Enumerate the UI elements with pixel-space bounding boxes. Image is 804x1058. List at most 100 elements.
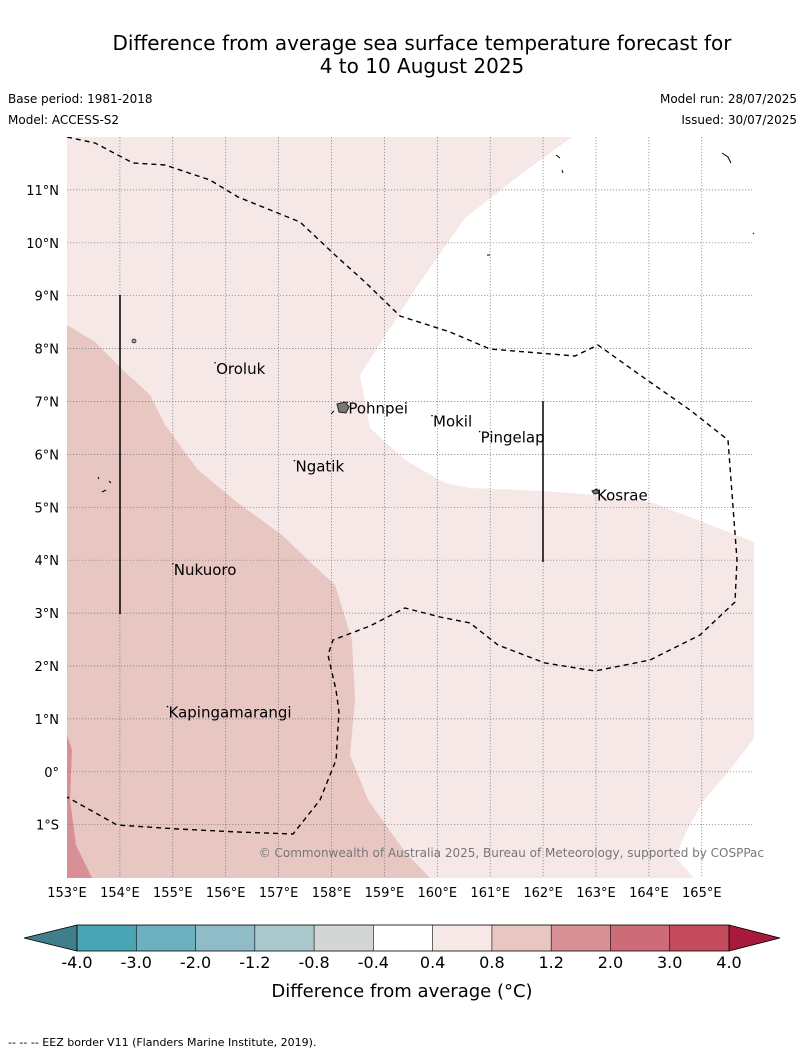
colorbar-swatch	[195, 925, 255, 951]
longitude-tick-label: 165°E	[682, 886, 722, 901]
place-label-kosrae: Kosrae	[597, 487, 648, 505]
map-title: Difference from average sea surface temp…	[40, 32, 804, 78]
longitude-tick-label: 160°E	[418, 886, 458, 901]
eez-footnote: -- -- -- EEZ border V11 (Flanders Marine…	[8, 1036, 317, 1049]
title-line-2: 4 to 10 August 2025	[319, 54, 525, 78]
colorbar-swatch	[77, 925, 137, 951]
colorbar-swatch	[669, 925, 729, 951]
atoll-mark	[721, 152, 732, 164]
latitude-tick-label: 4°N	[35, 554, 60, 569]
latitude-tick-label: 5°N	[35, 501, 60, 516]
place-label-pohnpei: Pohnpei	[348, 399, 408, 417]
colorbar-tick-label: 0.8	[479, 953, 504, 972]
place-marker	[214, 361, 216, 364]
colorbar-extend-low	[23, 924, 78, 952]
pohnpei-island	[336, 401, 350, 414]
atoll-mark	[330, 410, 335, 415]
latitude-tick-label: 0°	[44, 766, 59, 781]
place-label-nukuoro: Nukuoro	[174, 561, 237, 579]
longitude-tick-label: 162°E	[523, 886, 563, 901]
colorbar-tick-label: 0.4	[420, 953, 445, 972]
colorbar-tick-label: 4.0	[716, 953, 741, 972]
colorbar-frame	[76, 924, 730, 952]
place-marker	[346, 401, 349, 404]
colorbar-tick-label: -0.8	[298, 953, 329, 972]
issued-date: Issued: 30/07/2025	[681, 113, 797, 127]
anomaly-band-near-zero-north	[360, 137, 754, 542]
colorbar-swatch	[610, 925, 670, 951]
copyright-notice: © Commonwealth of Australia 2025, Bureau…	[259, 846, 764, 860]
atoll-mark	[101, 489, 107, 493]
colorbar-label: Difference from average (°C)	[271, 981, 532, 1002]
latitude-tick-label: 7°N	[35, 396, 60, 411]
base-period: Base period: 1981-2018	[8, 92, 153, 106]
place-marker	[431, 414, 433, 417]
graticule	[67, 137, 754, 878]
anomaly-band-1.2-2.0	[67, 735, 92, 878]
place-labels: Oroluk Pohnpei Mokil Pingelap Ngatik Kosrae Nu…	[166, 360, 648, 722]
atoll-mark	[752, 232, 755, 235]
latitude-tick-label: 11°N	[26, 184, 59, 199]
longitude-tick-label: 159°E	[365, 886, 405, 901]
longitude-tick-label: 158°E	[312, 886, 352, 901]
longitude-tick-label: 163°E	[576, 886, 616, 901]
colorbar-swatch	[136, 925, 196, 951]
colorbar-tick-label: -1.2	[239, 953, 270, 972]
eez-border	[67, 137, 738, 835]
latitude-tick-label: 9°N	[35, 290, 60, 305]
title-line-1: Difference from average sea surface temp…	[112, 31, 732, 55]
atoll-mark	[561, 169, 564, 174]
anomaly-band-near-zero-south	[675, 738, 754, 878]
atoll-mark	[108, 480, 112, 484]
place-label-pingelap: Pingelap	[481, 429, 545, 447]
place-marker	[478, 430, 481, 433]
place-marker	[166, 705, 169, 708]
longitude-tick-label: 153°E	[47, 886, 87, 901]
anomaly-field	[67, 137, 754, 878]
latitude-tick-label: 1°N	[35, 713, 60, 728]
place-label-kapingamarangi: Kapingamarangi	[169, 704, 292, 722]
latitude-labels: 11°N 10°N 9°N 8°N 7°N 6°N 5°N 4°N 3°N 2°N 1°N 0° 1°S	[26, 184, 59, 834]
colorbar-tick-label: 3.0	[657, 953, 682, 972]
latitude-tick-label: 3°N	[35, 607, 60, 622]
colorbar-swatch	[551, 925, 611, 951]
place-marker	[293, 459, 296, 462]
atoll-mark	[555, 154, 561, 159]
colorbar-swatch	[314, 925, 374, 951]
longitude-labels: 153°E 154°E 155°E 156°E 157°E 158°E 159°E 160°E…	[47, 886, 721, 901]
colorbar-swatch	[432, 925, 492, 951]
colorbar: -4.0 -3.0 -2.0 -1.2 -0.8 -0.4 0.4 0.8 1.2 2.0 3.0 4…	[23, 924, 781, 972]
colorbar-swatch	[373, 925, 433, 951]
colorbar-tick-label: -3.0	[121, 953, 152, 972]
place-label-ngatik: Ngatik	[295, 458, 344, 476]
latitude-tick-label: 1°S	[36, 819, 59, 834]
latitude-tick-label: 6°N	[35, 448, 60, 463]
model-run: Model run: 28/07/2025	[659, 92, 797, 106]
islands	[97, 152, 755, 495]
longitude-tick-label: 156°E	[206, 886, 246, 901]
place-marker	[595, 488, 597, 491]
colorbar-tick-label: -0.4	[358, 953, 389, 972]
small-atoll	[131, 338, 137, 344]
colorbar-swatch	[491, 925, 552, 951]
sst-anomaly-map: Oroluk Pohnpei Mokil Pingelap Ngatik Kosrae Nu…	[23, 137, 781, 1002]
longitude-tick-label: 155°E	[153, 886, 193, 901]
place-label-oroluk: Oroluk	[216, 360, 265, 378]
latitude-tick-label: 2°N	[35, 660, 60, 675]
colorbar-extend-high	[728, 924, 781, 952]
latitude-tick-label: 8°N	[35, 343, 60, 358]
colorbar-tick-label: 1.2	[538, 953, 563, 972]
place-marker	[172, 562, 174, 565]
atoll-mark	[97, 476, 100, 480]
model-name: Model: ACCESS-S2	[8, 113, 120, 127]
longitude-tick-label: 157°E	[259, 886, 299, 901]
colorbar-swatch	[254, 925, 315, 951]
longitude-tick-label: 161°E	[470, 886, 510, 901]
longitude-tick-label: 154°E	[100, 886, 140, 901]
place-label-mokil: Mokil	[433, 413, 472, 431]
longitude-tick-label: 164°E	[629, 886, 669, 901]
anomaly-band-0.8-1.2	[67, 325, 430, 878]
latitude-tick-label: 10°N	[26, 237, 59, 252]
colorbar-tick-label: 2.0	[598, 953, 623, 972]
colorbar-tick-label: -2.0	[180, 953, 211, 972]
